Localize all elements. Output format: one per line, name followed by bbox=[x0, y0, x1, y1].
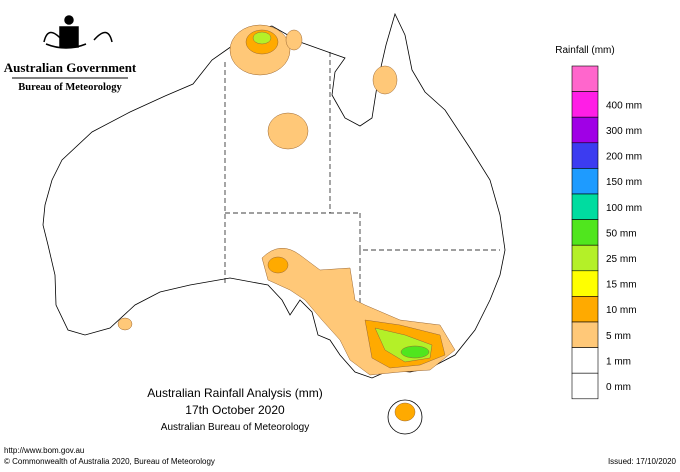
legend-label: 100 mm bbox=[606, 203, 642, 214]
legend-label: 400 mm bbox=[606, 100, 642, 111]
agency-name: Bureau of Meteorology bbox=[18, 82, 122, 93]
map-title: Australian Rainfall Analysis (mm) bbox=[147, 386, 322, 400]
legend-label: 0 mm bbox=[606, 382, 631, 393]
legend-swatch bbox=[571, 91, 599, 118]
legend-label: 5 mm bbox=[606, 331, 631, 342]
legend-swatch bbox=[571, 347, 599, 374]
legend-swatch bbox=[571, 270, 599, 297]
legend-title: Rainfall (mm) bbox=[555, 45, 614, 56]
legend-label: 1 mm bbox=[606, 356, 631, 367]
legend-swatch bbox=[571, 296, 599, 323]
coat-of-arms bbox=[43, 15, 113, 49]
legend-label: 50 mm bbox=[606, 228, 637, 239]
legend-label: 15 mm bbox=[606, 280, 637, 291]
legend-swatch bbox=[571, 321, 599, 348]
legend-swatch bbox=[571, 168, 599, 195]
legend: Rainfall (mm) 400 mm 300 mm 200 mm 150 mm 10… bbox=[555, 45, 642, 400]
map-date: 17th October 2020 bbox=[185, 403, 285, 417]
legend-label: 200 mm bbox=[606, 152, 642, 163]
government-name: Australian Government bbox=[4, 60, 137, 75]
legend-label: 10 mm bbox=[606, 305, 637, 316]
map-area bbox=[42, 12, 506, 435]
legend-swatch bbox=[571, 142, 599, 169]
rainfall-areas bbox=[117, 24, 456, 422]
footer-issued: Issued: 17/10/2020 bbox=[608, 457, 677, 466]
legend-swatch bbox=[571, 372, 599, 400]
footer-copyright: © Commonwealth of Australia 2020, Bureau… bbox=[4, 457, 215, 466]
legend-swatch bbox=[571, 65, 599, 92]
legend-swatch bbox=[571, 219, 599, 246]
legend-swatch bbox=[571, 193, 599, 220]
footer-url: http://www.bom.gov.au bbox=[4, 446, 84, 455]
legend-swatch bbox=[571, 244, 599, 272]
map-source: Australian Bureau of Meteorology bbox=[161, 422, 309, 433]
legend-label: 150 mm bbox=[606, 177, 642, 188]
legend-label: 300 mm bbox=[606, 126, 642, 137]
legend-label: 25 mm bbox=[606, 254, 637, 265]
legend-swatch bbox=[571, 116, 599, 144]
